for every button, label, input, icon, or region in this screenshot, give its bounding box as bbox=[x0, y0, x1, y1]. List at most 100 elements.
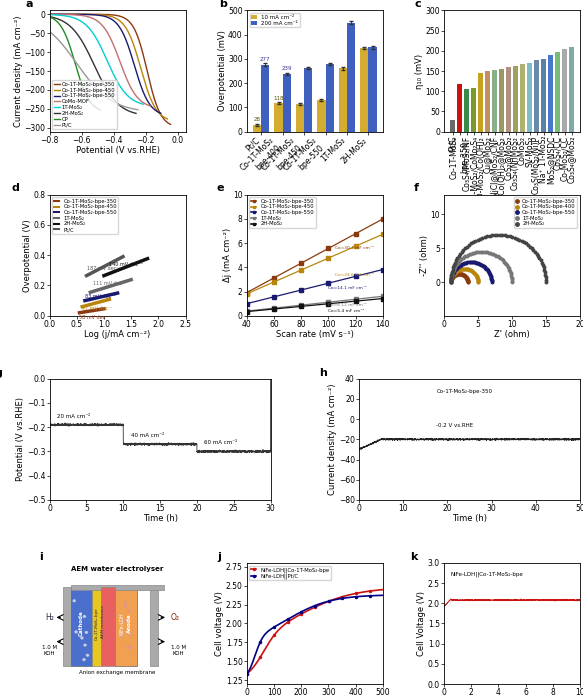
Co-1T-MoS₂-bpe-400 bbox=[452, 267, 459, 276]
Co-1T-MoS₂-bpe-550 bbox=[44, 10, 51, 18]
Line: Co-1T-MoS₂-bpe-550: Co-1T-MoS₂-bpe-550 bbox=[47, 14, 161, 113]
NiFe-LDH||Pt/C bbox=[324, 597, 331, 606]
Circle shape bbox=[73, 600, 76, 602]
Text: c: c bbox=[414, 0, 421, 9]
Text: Cᴅ=30.4 mF cm⁻²: Cᴅ=30.4 mF cm⁻² bbox=[335, 246, 374, 250]
NiFe-LDH||Co-1T-MoS₂-bpe bbox=[380, 586, 387, 594]
Line: Pt/C: Pt/C bbox=[47, 29, 138, 110]
Text: NiFe-LDH: NiFe-LDH bbox=[120, 612, 125, 634]
Co-1T-MoS₂-bpe-550 bbox=[457, 261, 464, 269]
Co-1T-MoS₂-bpe-550 bbox=[477, 260, 484, 268]
Circle shape bbox=[120, 634, 123, 637]
Co-1T-MoS₂-bpe-450 bbox=[156, 109, 163, 117]
CoMo-MOF bbox=[84, 13, 91, 21]
Bar bbox=[347, 22, 355, 132]
Co-1T-MoS₂-bpe-350 bbox=[459, 271, 466, 279]
Bar bbox=[275, 103, 283, 132]
Text: Cathode: Cathode bbox=[79, 611, 84, 637]
Co-1T-MoS₂-bpe-450 bbox=[164, 114, 171, 123]
CoMo-MOF bbox=[43, 10, 50, 18]
2H-MoS₂ bbox=[100, 80, 107, 89]
Y-axis label: Δj (mA cm⁻²): Δj (mA cm⁻²) bbox=[223, 228, 231, 282]
CoMo-MOF bbox=[46, 10, 53, 18]
Co-1T-MoS₂-bpe-350 bbox=[451, 271, 458, 279]
Bar bbox=[304, 68, 312, 132]
NiFe-LDH||Co-1T-MoS₂-bpe bbox=[324, 597, 331, 606]
CoMo-MOF bbox=[143, 101, 150, 109]
Line: 2H-MoS₂: 2H-MoS₂ bbox=[47, 16, 136, 113]
Text: 277: 277 bbox=[260, 57, 271, 61]
2H-MoS₂ bbox=[58, 16, 65, 24]
Co-1T-MoS₂-bpe-550 bbox=[458, 260, 465, 269]
Text: Cᴅ=14.1 mF cm⁻²: Cᴅ=14.1 mF cm⁻² bbox=[328, 286, 367, 290]
NiFe-LDH||Co-1T-MoS₂-bpe bbox=[367, 587, 374, 595]
NiFe-LDH||Co-1T-MoS₂-bpe bbox=[244, 669, 251, 678]
Text: Anion exchange membrane: Anion exchange membrane bbox=[79, 670, 156, 676]
1T-MoS₂ bbox=[140, 100, 147, 108]
Bar bbox=[92, 587, 101, 666]
CP bbox=[97, 105, 104, 114]
Co-1T-MoS₂-bpe-450 bbox=[149, 99, 156, 107]
X-axis label: Z' (ohm): Z' (ohm) bbox=[494, 330, 530, 339]
Co-1T-MoS₂-bpe-550 bbox=[450, 268, 457, 276]
CoMo-MOF bbox=[147, 102, 154, 110]
Text: e: e bbox=[217, 184, 224, 193]
Co-1T-MoS₂-bpe-550 bbox=[43, 10, 50, 18]
Co-1T-MoS₂-bpe-450 bbox=[86, 10, 93, 19]
1T-MoS₂ bbox=[477, 248, 484, 256]
Text: -0.2 V vs.RHE: -0.2 V vs.RHE bbox=[437, 423, 473, 428]
2H-MoS₂ bbox=[447, 279, 454, 287]
1T-MoS₂ bbox=[63, 12, 70, 20]
2H-MoS₂ bbox=[462, 244, 469, 253]
Circle shape bbox=[82, 658, 86, 661]
Text: b: b bbox=[220, 0, 227, 9]
Co-1T-MoS₂-bpe-550 bbox=[455, 262, 462, 271]
Line: NiFe-LDH||Pt/C: NiFe-LDH||Pt/C bbox=[246, 594, 384, 675]
2H-MoS₂ bbox=[49, 13, 56, 22]
X-axis label: Catalysts: Catalysts bbox=[493, 212, 532, 221]
Circle shape bbox=[83, 615, 86, 618]
Pt/C bbox=[93, 84, 100, 92]
Co-1T-MoS₂-bpe-350 bbox=[464, 279, 471, 287]
Text: 20 mA cm⁻²: 20 mA cm⁻² bbox=[57, 413, 90, 419]
NiFe-LDH||Pt/C bbox=[244, 669, 251, 678]
Co-1T-MoS₂-bpe-550 bbox=[114, 20, 121, 29]
Co-1T-MoS₂-bpe-400 bbox=[454, 267, 461, 275]
Bar bbox=[492, 70, 497, 132]
Text: h: h bbox=[319, 368, 327, 378]
2H-MoS₂ bbox=[543, 279, 550, 287]
Bar bbox=[63, 587, 71, 666]
Bar bbox=[101, 587, 115, 666]
Text: f: f bbox=[414, 184, 419, 193]
Co-1T-MoS₂-bpe-350 bbox=[448, 274, 455, 282]
Line: Co-1T-MoS₂-bpe-350: Co-1T-MoS₂-bpe-350 bbox=[47, 14, 170, 124]
1T-MoS₂ bbox=[43, 10, 50, 19]
Line: 2H-MoS₂: 2H-MoS₂ bbox=[449, 234, 547, 283]
2H-MoS₂ bbox=[109, 94, 116, 102]
Bar bbox=[296, 104, 304, 132]
Bar bbox=[115, 587, 136, 666]
Y-axis label: Current density (mA cm⁻²): Current density (mA cm⁻²) bbox=[328, 384, 338, 495]
1T-MoS₂ bbox=[52, 10, 59, 19]
2H-MoS₂ bbox=[466, 241, 473, 249]
1T-MoS₂ bbox=[462, 252, 469, 260]
Circle shape bbox=[129, 646, 133, 648]
Bar bbox=[317, 100, 325, 132]
Circle shape bbox=[80, 637, 83, 639]
1T-MoS₂ bbox=[508, 279, 515, 287]
NiFe-LDH||Pt/C bbox=[367, 592, 374, 600]
Line: CoMo-MOF: CoMo-MOF bbox=[47, 14, 150, 106]
NiFe-LDH||Pt/C bbox=[326, 597, 333, 605]
Bar bbox=[542, 59, 546, 132]
Co-1T-MoS₂-bpe-350 bbox=[43, 10, 50, 18]
Co-1T-MoS₂-bpe-350 bbox=[447, 279, 454, 287]
Text: AEM water electrolyser: AEM water electrolyser bbox=[71, 566, 164, 572]
Circle shape bbox=[85, 631, 88, 634]
NiFe-LDH||Co-1T-MoS₂-bpe bbox=[324, 597, 331, 606]
Co-1T-MoS₂-bpe-350 bbox=[61, 10, 68, 18]
Co-1T-MoS₂-bpe-400 bbox=[467, 266, 474, 274]
Co-1T-MoS₂-bpe-550 bbox=[79, 10, 86, 19]
Co-1T-MoS₂-bpe-550 bbox=[447, 279, 454, 287]
Circle shape bbox=[127, 646, 129, 649]
1T-MoS₂ bbox=[463, 251, 470, 260]
